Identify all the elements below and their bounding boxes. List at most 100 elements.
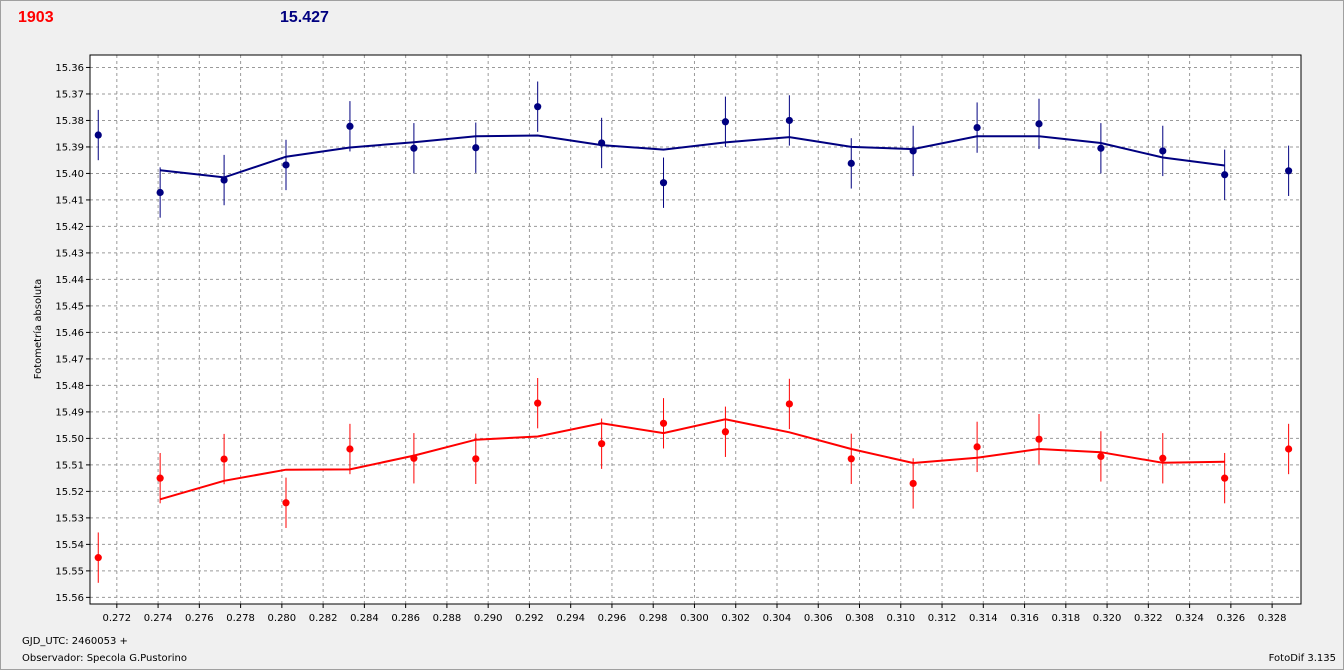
y-tick-label: 15.56 [55,593,84,604]
series-1-point [1097,452,1105,461]
series-0-point [909,147,917,155]
y-tick-label: 15.54 [55,540,84,551]
series-0-point [94,131,102,139]
x-tick-label: 0.306 [804,613,833,624]
series-0-point [721,118,730,126]
y-tick-label: 15.37 [55,89,84,100]
y-tick-label: 15.42 [55,222,84,233]
series-1-trend-line [159,418,1225,501]
y-tick-label: 15.40 [55,169,84,180]
x-tick-label: 0.278 [226,613,255,624]
y-tick-label: 15.46 [55,328,84,339]
series-0-point [847,159,855,167]
series-1-point [282,499,290,507]
x-tick-label: 0.272 [102,613,131,624]
plot-area [90,55,1301,604]
series-1-point [220,455,228,463]
x-tick-label: 0.276 [185,613,214,624]
series-0-point [659,179,668,187]
x-tick-label: 0.302 [721,613,750,624]
x-tick-label: 0.328 [1258,613,1287,624]
series-1-point [534,399,542,407]
series-0-point [346,122,354,130]
series-0-point [598,139,606,147]
series-0-point [282,161,290,169]
series-0-point [410,144,418,152]
series-0-point [534,103,542,111]
series-0-point [1035,120,1043,128]
series-1-point [1159,454,1167,462]
x-tick-label: 0.284 [350,613,379,624]
observer-label: Observador: Specola G.Pustorino [22,653,187,664]
series-0-point [1159,147,1167,155]
series-1-point [346,445,354,453]
software-version: FotoDif 3.135 [1268,653,1336,664]
x-tick-label: 0.318 [1051,613,1080,624]
x-tick-label: 0.326 [1217,613,1246,624]
series-1-point [909,479,917,488]
x-tick-label: 0.290 [474,613,503,624]
observation-count: 1903 [18,9,54,26]
x-tick-label: 0.310 [886,613,915,624]
x-tick-label: 0.274 [144,613,173,624]
y-tick-label: 15.41 [55,195,84,206]
series-1-point [1285,445,1293,453]
series-1-point [1035,435,1043,443]
y-tick-label: 15.38 [55,116,84,127]
y-axis-ticks: 15.36 15.37 15.38 15.39 15.40 15.41 15.42 15.43… [55,63,90,604]
y-tick-label: 15.51 [55,460,84,471]
series-0-point [1285,167,1293,175]
x-tick-label: 0.312 [928,613,957,624]
series-1-point [410,454,418,462]
series-1-point [1221,474,1229,482]
x-tick-label: 0.304 [763,613,792,624]
y-tick-label: 15.39 [55,142,84,153]
y-tick-label: 15.55 [55,566,84,577]
series-1-point [598,440,606,448]
data-series [94,81,1293,583]
x-tick-label: 0.314 [969,613,998,624]
y-tick-label: 15.44 [55,275,84,286]
y-tick-label: 15.49 [55,407,84,418]
series-0-point [1097,144,1105,152]
x-tick-label: 0.294 [556,613,585,624]
series-0-point [785,116,793,125]
series-0-point [472,144,480,152]
series-1-point [94,554,102,562]
y-tick-label: 15.48 [55,381,84,392]
x-tick-label: 0.296 [598,613,627,624]
series-1-point [721,428,730,436]
series-0-point [156,188,164,197]
y-axis-label: Fotometría absoluta [32,279,44,380]
x-tick-label: 0.324 [1175,613,1204,624]
y-tick-label: 15.47 [55,354,84,365]
x-tick-label: 0.288 [433,613,462,624]
x-tick-label: 0.282 [309,613,338,624]
series-1-point [785,400,793,408]
x-tick-label: 0.320 [1093,613,1122,624]
y-tick-label: 15.36 [55,63,84,74]
series-1-point [659,419,668,427]
series-1-point [156,474,164,482]
series-0-trend-line [159,134,1225,179]
series-0-point [1221,171,1229,179]
y-tick-label: 15.43 [55,248,84,259]
y-tick-label: 15.53 [55,513,84,524]
x-tick-label: 0.280 [268,613,297,624]
x-tick-label: 0.316 [1010,613,1039,624]
mean-magnitude: 15.427 [280,9,329,26]
gjd-label: GJD_UTC: 2460053 + [22,636,128,647]
series-1-point [973,443,981,451]
series-0-point [220,176,228,184]
series-1-point [847,455,855,463]
plot-border [89,54,1302,605]
y-tick-label: 15.52 [55,487,84,498]
x-tick-label: 0.322 [1134,613,1163,624]
y-tick-label: 15.45 [55,301,84,312]
x-tick-label: 0.292 [515,613,544,624]
x-tick-label: 0.286 [391,613,420,624]
x-axis-ticks: 0.272 0.274 0.276 0.278 0.280 0.282 0.284 0.286… [102,604,1286,624]
x-tick-label: 0.300 [680,613,709,624]
series-0-point [973,123,981,132]
